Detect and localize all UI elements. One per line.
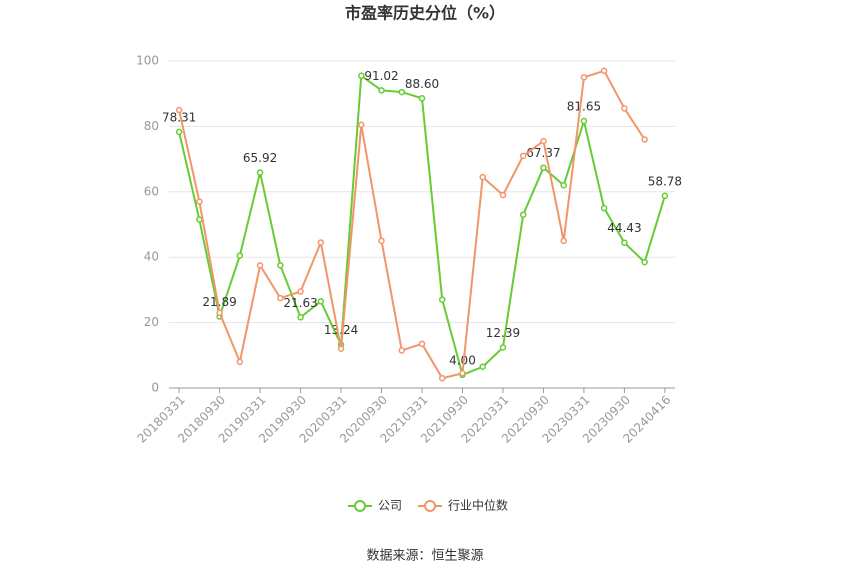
- point: [580, 74, 588, 81]
- data-label: 81.65: [567, 100, 601, 114]
- point: [661, 192, 669, 200]
- point: [499, 191, 507, 199]
- point: [621, 239, 628, 246]
- point: [418, 340, 426, 348]
- point: [540, 137, 547, 145]
- point: [236, 252, 244, 259]
- data-label: 67.37: [526, 146, 560, 160]
- point: [317, 298, 325, 305]
- point: [499, 344, 507, 351]
- point: [196, 216, 203, 223]
- point: [358, 121, 365, 129]
- legend-marker: [424, 500, 437, 512]
- point: [337, 345, 345, 353]
- point: [418, 95, 426, 102]
- data-label: 44.43: [607, 221, 641, 235]
- data-label: 91.02: [364, 69, 398, 83]
- data-label: 4.00: [449, 353, 476, 367]
- series-line: [178, 69, 646, 380]
- point: [398, 88, 406, 96]
- point: [277, 262, 284, 269]
- data-label: 13.24: [324, 323, 358, 337]
- point: [378, 237, 385, 245]
- data-label: 58.78: [648, 174, 682, 188]
- point: [236, 358, 244, 366]
- point: [519, 211, 527, 218]
- data-label: 21.63: [283, 296, 317, 310]
- point: [540, 164, 547, 171]
- point: [196, 198, 203, 205]
- point: [560, 237, 567, 245]
- point: [580, 117, 588, 125]
- y-tick-label: 60: [144, 184, 159, 198]
- point: [621, 105, 628, 112]
- chart-title: 市盈率历史分位（%）: [345, 4, 505, 23]
- legend-label: 行业中位数: [448, 498, 508, 513]
- data-label: 21.89: [202, 295, 236, 309]
- point: [519, 152, 527, 160]
- series-line: [178, 73, 666, 377]
- point: [297, 314, 304, 321]
- point: [600, 67, 608, 75]
- point: [358, 72, 365, 79]
- point: [438, 296, 446, 303]
- y-tick-label: 100: [136, 54, 159, 68]
- point: [317, 239, 325, 246]
- y-tick-label: 0: [151, 381, 159, 395]
- point: [641, 258, 648, 266]
- data-label: 65.92: [243, 151, 277, 165]
- point: [216, 309, 223, 317]
- data-label: 78.31: [162, 110, 196, 124]
- point: [641, 136, 648, 143]
- point: [398, 347, 406, 354]
- data-label: 12.39: [486, 326, 520, 340]
- y-tick-label: 80: [144, 119, 159, 133]
- source: 数据来源：恒生聚源: [366, 549, 483, 564]
- legend-label: 公司: [378, 499, 402, 513]
- point: [256, 169, 264, 176]
- point: [175, 106, 183, 114]
- point: [560, 182, 567, 189]
- y-tick-label: 40: [144, 250, 159, 264]
- legend-marker: [354, 500, 366, 512]
- point: [459, 370, 466, 377]
- point: [600, 204, 608, 212]
- point: [256, 262, 264, 269]
- point: [277, 294, 284, 302]
- point: [175, 128, 183, 136]
- data-label: 88.60: [405, 77, 439, 91]
- y-tick-label: 20: [144, 315, 159, 329]
- point: [297, 288, 304, 295]
- point: [479, 363, 486, 370]
- point: [479, 173, 486, 181]
- point: [378, 87, 385, 94]
- point: [438, 374, 446, 382]
